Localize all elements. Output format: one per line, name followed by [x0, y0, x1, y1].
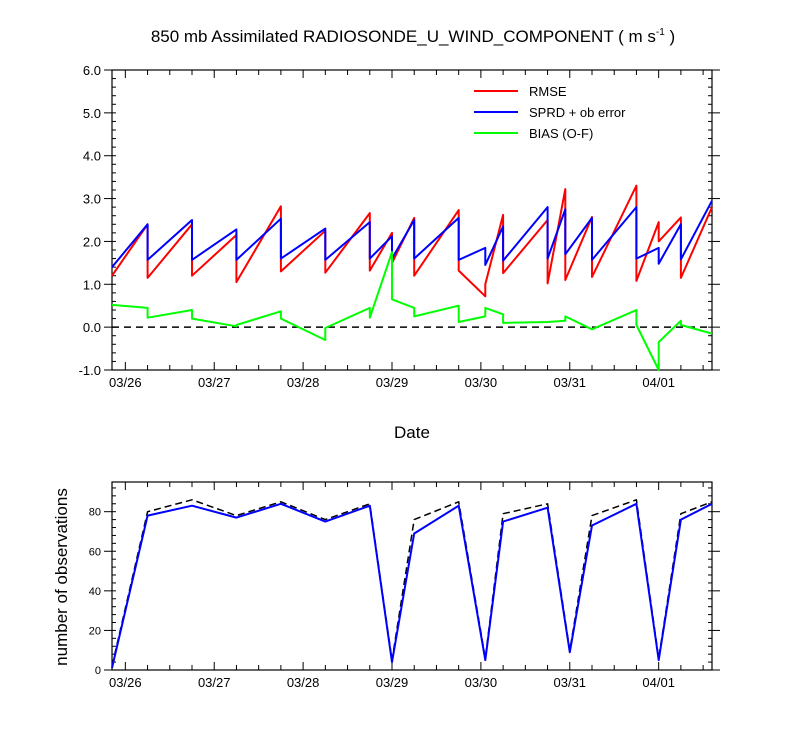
top-x-tick-label: 03/28 — [287, 375, 320, 390]
bottom-x-tick-label: 03/26 — [109, 675, 142, 690]
bottom-y-tick-label: 20 — [89, 625, 101, 637]
top-x-tick-label: 04/01 — [642, 375, 675, 390]
top-chart-xlabel: Date — [394, 423, 430, 442]
bottom-x-tick-label: 03/30 — [465, 675, 498, 690]
legend-label-rmse: RMSE — [529, 84, 567, 99]
top-y-tick-label: 0.0 — [83, 320, 101, 335]
bottom-y-tick-label: 0 — [95, 665, 101, 677]
top-x-tick-label: 03/31 — [554, 375, 587, 390]
top-x-tick-label: 03/27 — [198, 375, 231, 390]
top-x-tick-label: 03/26 — [109, 375, 142, 390]
top-y-tick-label: 2.0 — [83, 234, 101, 249]
chart-title-main: 850 mb Assimilated RADIOSONDE_U_WIND_COM… — [151, 27, 656, 46]
bottom-plot-frame — [111, 481, 713, 671]
top-y-tick-label: -1.0 — [79, 363, 101, 378]
top-x-tick-label: 03/30 — [465, 375, 498, 390]
top-series-line-sprd-ob-error — [111, 200, 713, 268]
bottom-y-tick-label: 60 — [89, 546, 101, 558]
top-y-tick-label: 6.0 — [83, 63, 101, 78]
bottom-y-tick-label: 40 — [89, 586, 101, 598]
legend-label-bias-o-f: BIAS (O-F) — [529, 126, 593, 141]
bottom-y-tick-label: 80 — [89, 507, 101, 519]
top-series-line-rmse — [111, 184, 713, 298]
top-y-tick-label: 4.0 — [83, 149, 101, 164]
top-y-tick-label: 3.0 — [83, 192, 101, 207]
top-y-tick-label: 1.0 — [83, 277, 101, 292]
bottom-x-tick-label: 03/29 — [376, 675, 409, 690]
top-series-line-bias-o-f — [111, 251, 713, 371]
chart-title-close: ) — [665, 27, 675, 46]
chart-title-superscript: -1 — [656, 27, 665, 38]
top-chart-panel: 03/26 03/27 03/28 03/29 03/30 03/31 04/01 -1.0 0… — [79, 63, 720, 390]
bottom-series-line-assimilated-observations — [111, 502, 713, 669]
bottom-x-tick-label: 03/28 — [287, 675, 320, 690]
bottom-x-tick-label: 03/27 — [198, 675, 231, 690]
bottom-series-line-possible-observations — [111, 499, 713, 667]
top-y-tick-label: 5.0 — [83, 106, 101, 121]
top-plot-frame — [111, 69, 713, 371]
legend-label-sprd-ob-error: SPRD + ob error — [529, 105, 626, 120]
top-x-tick-label: 03/29 — [376, 375, 409, 390]
bottom-x-tick-label: 04/01 — [642, 675, 675, 690]
chart-title: 850 mb Assimilated RADIOSONDE_U_WIND_COM… — [151, 27, 675, 46]
bottom-x-tick-label: 03/31 — [554, 675, 587, 690]
bottom-chart-ylabel: number of observations — [52, 488, 71, 666]
bottom-chart-panel: 03/26 03/27 03/28 03/29 03/30 03/31 04/01 0 20 40… — [89, 481, 720, 690]
